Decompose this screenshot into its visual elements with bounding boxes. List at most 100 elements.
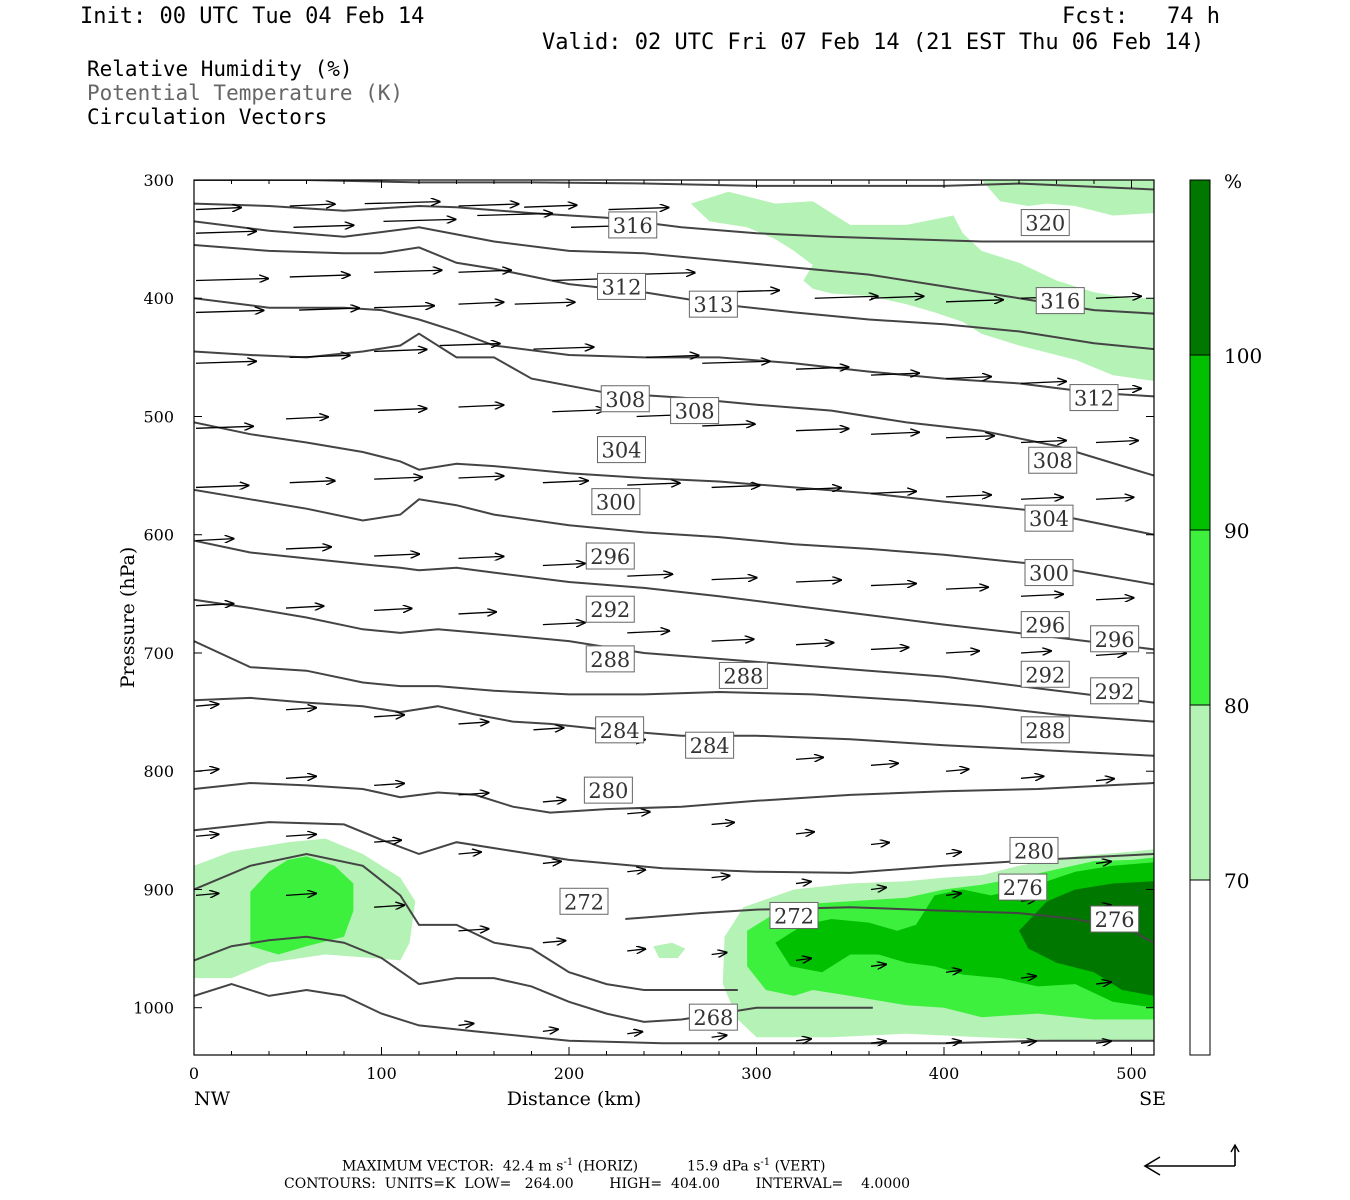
circulation-vector <box>374 554 419 556</box>
contour-label-box <box>1090 905 1140 933</box>
contour-label: 292 <box>1090 677 1140 705</box>
circulation-vector <box>627 812 650 814</box>
vert-unit-exponent: -1 <box>760 1157 771 1168</box>
circulation-vector <box>1095 598 1134 600</box>
circulation-vector <box>945 769 969 771</box>
contour-label-text: 276 <box>1095 908 1135 932</box>
horiz-unit: m s <box>538 1158 564 1175</box>
contour-label: 308 <box>600 385 650 413</box>
y-tick-label: 600 <box>143 526 174 545</box>
circulation-vector <box>627 870 645 872</box>
contour-label-box <box>1028 446 1078 474</box>
contour-label-box <box>1020 209 1070 237</box>
circulation-vector <box>458 476 504 478</box>
x-tick-label: 300 <box>741 1064 772 1083</box>
circulation-vector <box>195 893 219 895</box>
circulation-vector <box>870 373 919 375</box>
contour-label-text: 313 <box>693 293 733 317</box>
circulation-vector <box>795 958 811 960</box>
circulation-vector <box>383 219 456 221</box>
circulation-vector <box>1095 861 1111 863</box>
circulation-vector <box>1020 776 1044 778</box>
contour-label: 292 <box>585 595 635 623</box>
horiz-value: 42.4 <box>502 1158 535 1175</box>
circulation-vector <box>870 843 889 845</box>
contour-label-box <box>1009 836 1059 864</box>
circulation-vector <box>542 941 566 943</box>
contour-label-box <box>670 397 720 425</box>
contour-label-box <box>597 272 646 300</box>
contour-label-text: 308 <box>675 400 715 424</box>
circulation-vector <box>374 477 422 479</box>
circulation-vector <box>542 800 566 802</box>
colorbar-label: 100 <box>1224 344 1262 368</box>
isentrope-316 <box>194 297 1154 398</box>
contour-info: CONTOURS: UNITS=K LOW= 264.00 HIGH= 404.… <box>284 1176 911 1192</box>
contour-label: 312 <box>1069 384 1119 412</box>
contour-label-box <box>1090 625 1140 653</box>
contour-label: 284 <box>595 716 645 744</box>
y-tick-label: 1000 <box>133 999 174 1018</box>
circulation-vector <box>702 361 770 363</box>
vector-layer <box>195 202 1141 1044</box>
isentrope-332 <box>194 180 1154 191</box>
contour-label-text: 320 <box>1025 212 1065 236</box>
circulation-vector <box>795 367 849 369</box>
field-circulation-vectors: Circulation Vectors <box>87 105 328 129</box>
circulation-vector <box>1095 653 1126 655</box>
contour-label: 313 <box>688 290 738 318</box>
contour-label: 320 <box>1020 209 1070 237</box>
contour-label: 284 <box>685 731 735 759</box>
circulation-vector <box>1095 296 1141 298</box>
contour-label-text: 284 <box>690 734 730 758</box>
circulation-vector <box>608 208 669 210</box>
circulation-vector <box>458 612 497 614</box>
circulation-vector <box>945 300 1003 302</box>
contour-label-box <box>1024 559 1074 587</box>
y-tick-label: 500 <box>143 407 174 426</box>
circulation-vector <box>542 623 585 625</box>
isentrope-288 <box>194 696 1154 757</box>
isentrope-308 <box>194 421 1154 536</box>
circulation-vector <box>293 225 354 227</box>
contour-label-text: 312 <box>1074 387 1114 411</box>
contour-label: 288 <box>585 645 635 673</box>
circulation-vector <box>374 715 404 717</box>
contour-label: 296 <box>1020 611 1070 639</box>
circulation-vector <box>1020 497 1063 499</box>
contour-label: 276 <box>998 873 1048 901</box>
horiz-tag: (HORIZ) <box>577 1158 639 1175</box>
contour-label: 276 <box>1090 905 1140 933</box>
contour-label-text: 280 <box>588 779 628 803</box>
circulation-vector <box>524 205 577 207</box>
circulation-vector <box>1020 594 1063 596</box>
contour-label: 272 <box>769 901 819 929</box>
field-relative-humidity: Relative Humidity (%) <box>87 57 353 81</box>
contour-label-box <box>608 211 658 239</box>
circulation-vector <box>711 822 735 824</box>
circulation-vector <box>285 606 324 608</box>
contour-label-box <box>769 901 819 929</box>
max-vector-line: MAXIMUM VECTOR: 42.4 m s-1 (HORIZ) 15.9 … <box>342 1157 825 1175</box>
x-left-label: NW <box>194 1088 231 1110</box>
circulation-vector <box>458 270 512 272</box>
y-tick-label: 800 <box>143 762 174 781</box>
circulation-vector <box>195 485 249 487</box>
contour-label: 308 <box>670 397 720 425</box>
circulation-vector <box>458 405 504 407</box>
contour-label-text: 292 <box>1025 663 1065 687</box>
contour-label-box <box>685 731 735 759</box>
contour-label-box <box>597 436 646 464</box>
forecast-hour-label: Fcst: <box>1062 4 1129 29</box>
y-tick-label: 700 <box>143 644 174 663</box>
contour-label-box <box>591 488 641 516</box>
circulation-vector <box>1020 381 1066 383</box>
circulation-vector <box>458 1023 474 1025</box>
x-axis-title: Distance (km) <box>507 1088 642 1110</box>
contour-label-box <box>1090 677 1140 705</box>
circulation-vector <box>374 306 434 308</box>
colorbar-unit: % <box>1224 171 1242 193</box>
circulation-vector <box>458 722 489 724</box>
circulation-vector <box>542 861 561 863</box>
